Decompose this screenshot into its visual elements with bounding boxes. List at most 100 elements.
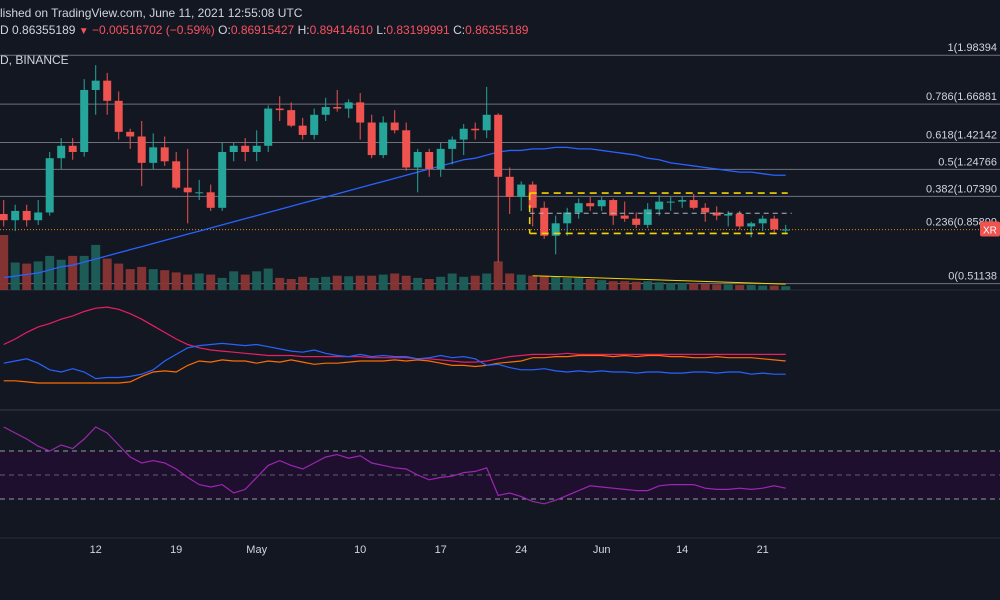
ohlc-legend: D 0.86355189 ▼ −0.00516702 (−0.59%) O:0.… bbox=[0, 23, 528, 37]
dmi-minus-line bbox=[3, 354, 786, 384]
volume-bar bbox=[597, 280, 607, 290]
candle-body bbox=[390, 122, 399, 131]
candle-body bbox=[298, 125, 307, 135]
x-axis-tick-label: 24 bbox=[515, 544, 527, 556]
candle-body bbox=[195, 192, 204, 194]
high-label: H: bbox=[297, 23, 310, 37]
volume-bar bbox=[505, 273, 515, 290]
volume-bar bbox=[712, 284, 722, 290]
volume-bar bbox=[447, 273, 457, 290]
candle-body bbox=[632, 218, 641, 225]
volume-bar bbox=[677, 283, 687, 290]
candle-body bbox=[482, 114, 491, 131]
fib-level-label: 0.382(1.07390 bbox=[926, 183, 997, 195]
rsi-line bbox=[3, 426, 786, 505]
x-axis-tick-label: Jun bbox=[593, 544, 611, 556]
volume-bar bbox=[240, 274, 250, 290]
candle-body bbox=[758, 218, 767, 224]
price-change-pct: (−0.59%) bbox=[165, 23, 215, 37]
x-axis-tick-label: 21 bbox=[757, 544, 769, 556]
candle-body bbox=[505, 176, 514, 197]
candle-body bbox=[160, 147, 169, 162]
candle-body bbox=[448, 139, 457, 149]
candle-body bbox=[0, 214, 8, 221]
open-value: 0.86915427 bbox=[230, 23, 295, 37]
open-label: O: bbox=[218, 23, 231, 37]
candle-body bbox=[34, 212, 43, 221]
low-label: L: bbox=[376, 23, 387, 37]
volume-bar bbox=[194, 273, 204, 290]
candle-body bbox=[586, 203, 595, 207]
candle-body bbox=[275, 108, 284, 111]
volume-bar bbox=[539, 275, 549, 290]
candle-body bbox=[563, 212, 572, 224]
volume-bar bbox=[758, 285, 768, 290]
candle-body bbox=[747, 223, 756, 227]
volume-bar bbox=[56, 259, 66, 290]
price-badge-label: XR bbox=[983, 226, 997, 237]
dmi-adx-line bbox=[3, 306, 786, 363]
volume-bar bbox=[252, 271, 262, 290]
volume-bar bbox=[769, 285, 779, 290]
volume-bar bbox=[367, 275, 377, 290]
volume-bar bbox=[217, 277, 227, 290]
fib-level-label: 0(0.51138 bbox=[948, 271, 997, 283]
volume-bar bbox=[160, 270, 170, 290]
volume-bar bbox=[332, 275, 342, 290]
volume-bar bbox=[528, 275, 538, 290]
last-price: 0.86355189 bbox=[12, 23, 76, 37]
moving-average-line bbox=[3, 146, 786, 279]
volume-bar bbox=[620, 281, 630, 290]
candle-body bbox=[356, 102, 365, 123]
candle-body bbox=[287, 110, 296, 126]
candle-body bbox=[252, 145, 261, 152]
candle-body bbox=[551, 223, 560, 236]
x-axis-tick-label: 10 bbox=[354, 544, 366, 556]
volume-bar bbox=[723, 284, 733, 290]
candle-body bbox=[597, 200, 606, 207]
volume-bar bbox=[183, 274, 193, 290]
candle-body bbox=[114, 100, 123, 132]
volume-bar bbox=[390, 273, 400, 290]
candle-body bbox=[149, 147, 158, 163]
volume-bar bbox=[114, 263, 124, 290]
candle-body bbox=[724, 214, 733, 216]
x-axis-tick-label: 19 bbox=[170, 544, 182, 556]
x-axis-tick-label: May bbox=[246, 544, 267, 556]
volume-bar bbox=[22, 263, 32, 290]
candle-body bbox=[574, 203, 583, 213]
volume-bar bbox=[206, 274, 216, 290]
candle-body bbox=[620, 215, 629, 219]
candle-body bbox=[494, 114, 503, 177]
candle-body bbox=[229, 145, 238, 152]
candle-body bbox=[379, 122, 388, 156]
ticker-suffix: D bbox=[0, 23, 9, 37]
volume-bar bbox=[424, 279, 434, 290]
candle-body bbox=[91, 80, 100, 90]
candle-body bbox=[310, 114, 319, 135]
volume-bar bbox=[516, 274, 526, 290]
volume-bar bbox=[0, 235, 9, 290]
price-change: −0.00516702 bbox=[92, 23, 163, 37]
candle-body bbox=[57, 145, 66, 159]
candle-body bbox=[80, 89, 89, 152]
volume-bar bbox=[608, 281, 618, 290]
volume-bar bbox=[689, 283, 699, 290]
volume-bar bbox=[263, 268, 273, 290]
x-axis-tick-label: 12 bbox=[90, 544, 102, 556]
candle-body bbox=[770, 218, 779, 230]
volume-bar bbox=[574, 277, 584, 290]
volume-bar bbox=[378, 274, 388, 290]
candle-body bbox=[701, 207, 710, 213]
volume-bar bbox=[493, 261, 503, 290]
low-value: 0.83199991 bbox=[386, 23, 450, 37]
volume-trendline bbox=[532, 275, 786, 285]
volume-bar bbox=[68, 255, 78, 290]
volume-bar bbox=[275, 277, 285, 290]
candle-body bbox=[241, 145, 250, 152]
volume-bar bbox=[148, 269, 158, 290]
volume-bar bbox=[585, 279, 595, 290]
candle-body bbox=[689, 200, 698, 208]
down-arrow-icon: ▼ bbox=[78, 26, 89, 37]
